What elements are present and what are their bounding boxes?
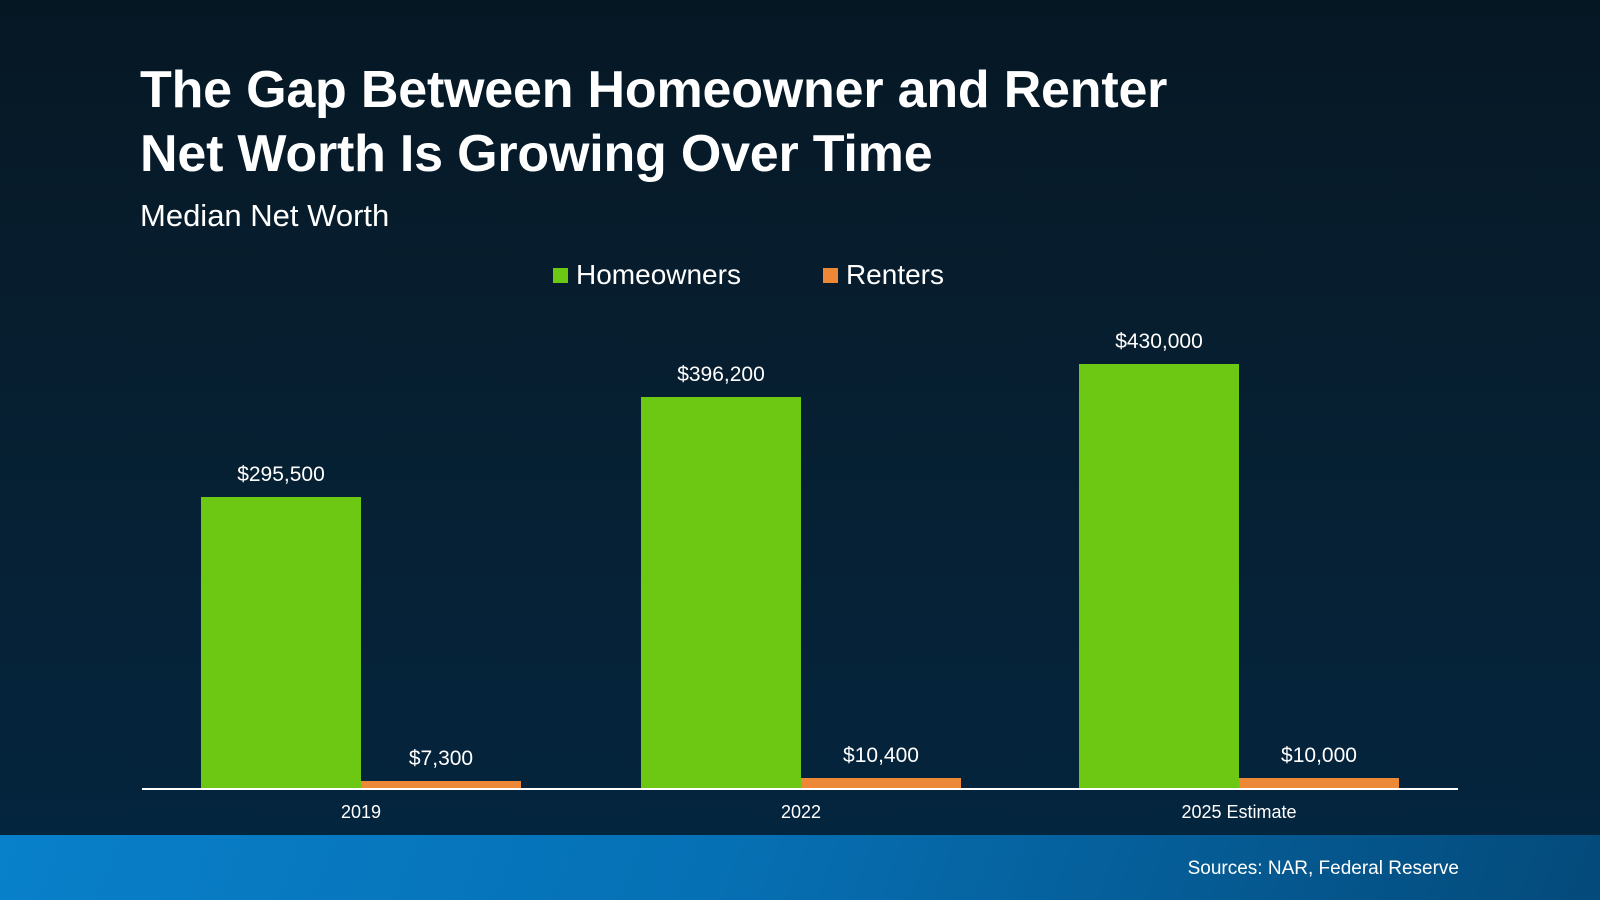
title-line-1: The Gap Between Homeowner and Renter <box>140 61 1168 119</box>
x-axis-category-label: 2025 Estimate <box>1181 802 1297 822</box>
data-label: $7,300 <box>408 747 474 770</box>
data-label: $10,400 <box>843 744 919 767</box>
bar-renters-2025-estimate <box>1239 778 1399 788</box>
footer-band: Sources: NAR, Federal Reserve <box>0 835 1600 900</box>
chart-title: The Gap Between Homeowner and Renter Net… <box>140 58 1167 186</box>
data-label: $430,000 <box>1115 330 1203 353</box>
bar-homeowners-2025-estimate <box>1079 364 1239 788</box>
bar-renters-2019 <box>361 781 521 788</box>
legend-item-homeowners: Homeowners <box>553 259 741 291</box>
data-label: $10,000 <box>1281 744 1357 767</box>
data-label: $396,200 <box>677 363 765 386</box>
legend-label: Renters <box>845 259 944 290</box>
source-note: Sources: NAR, Federal Reserve <box>1187 858 1459 879</box>
bar-homeowners-2019 <box>201 497 361 788</box>
x-axis-category-label: 2019 <box>340 802 382 822</box>
renters-swatch-icon <box>822 267 838 283</box>
x-axis-category-label: 2022 <box>780 802 822 822</box>
chart-subtitle: Median Net Worth <box>140 198 390 233</box>
legend-item-renters: Renters <box>822 259 944 291</box>
bar-chart: $295,500 $7,300 2019 $396,200 $10,400 2022 $43… <box>142 330 1458 822</box>
homeowners-swatch-icon <box>553 267 568 283</box>
legend-label: Homeowners <box>576 259 741 290</box>
title-line-2: Net Worth Is Growing Over Time <box>140 125 933 183</box>
data-label: $295,500 <box>237 463 325 486</box>
bar-renters-2022 <box>801 778 961 788</box>
legend: Homeowners Renters <box>553 257 944 293</box>
bar-homeowners-2022 <box>641 397 801 788</box>
x-axis-line <box>142 788 1458 790</box>
